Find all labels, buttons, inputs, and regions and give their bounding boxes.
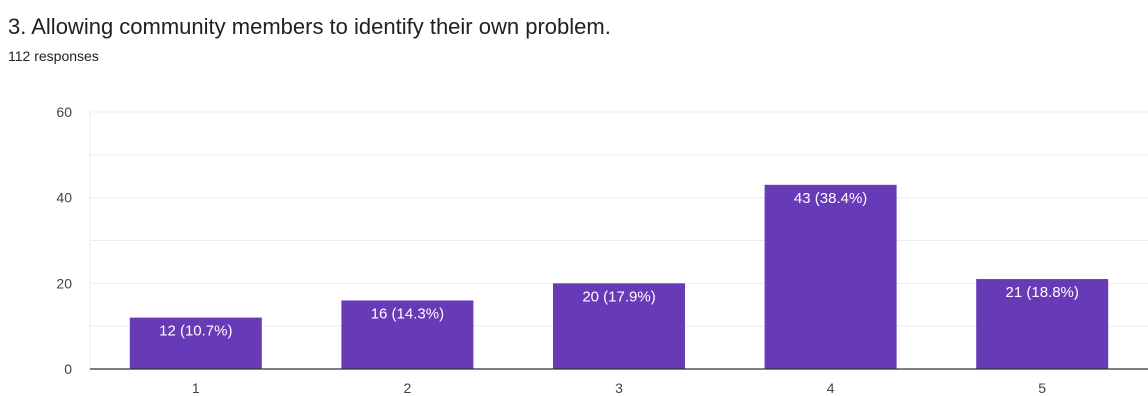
bar bbox=[976, 279, 1109, 369]
bar bbox=[764, 184, 897, 369]
data-label: 16 (14.3%) bbox=[371, 305, 444, 322]
bar bbox=[553, 283, 685, 369]
bar bbox=[129, 317, 262, 369]
y-tick-label: 20 bbox=[56, 275, 72, 291]
y-tick-label: 40 bbox=[56, 190, 72, 206]
x-tick-label: 3 bbox=[615, 380, 623, 396]
x-tick-label: 4 bbox=[827, 380, 835, 396]
x-tick-label: 5 bbox=[1038, 380, 1046, 396]
x-tick-label: 1 bbox=[192, 380, 200, 396]
bar bbox=[341, 300, 474, 369]
y-tick-label: 0 bbox=[64, 361, 72, 377]
y-tick-label: 60 bbox=[56, 104, 72, 120]
data-label: 20 (17.9%) bbox=[582, 288, 655, 305]
chart-title: 3. Allowing community members to identif… bbox=[8, 14, 611, 39]
x-tick-label: 2 bbox=[404, 380, 412, 396]
data-label: 43 (38.4%) bbox=[794, 190, 867, 207]
data-label: 12 (10.7%) bbox=[159, 323, 232, 340]
data-label: 21 (18.8%) bbox=[1006, 284, 1079, 301]
response-count: 112 responses bbox=[8, 48, 99, 64]
